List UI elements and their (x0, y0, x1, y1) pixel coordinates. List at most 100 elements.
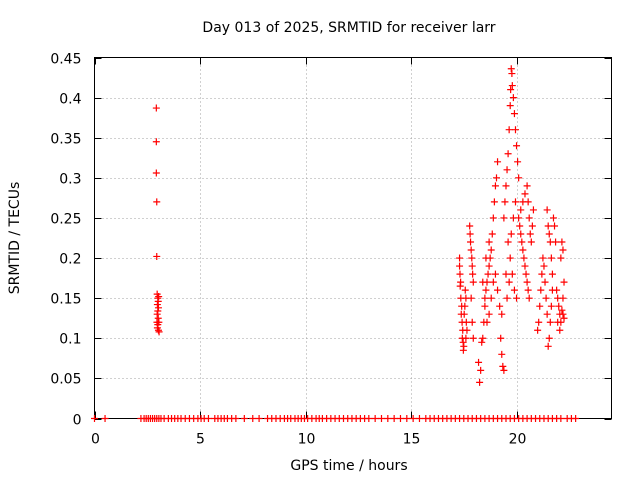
data-point (491, 270, 499, 278)
data-point (524, 198, 532, 206)
data-point (558, 238, 566, 246)
data-point (558, 306, 566, 314)
data-point (538, 270, 546, 278)
data-point (479, 334, 487, 342)
data-point (469, 278, 477, 286)
data-point (500, 214, 508, 222)
data-point (547, 302, 555, 310)
y-tick-label: 0.45 (50, 52, 81, 68)
data-point (482, 254, 490, 262)
data-point (510, 110, 518, 118)
data-point (485, 262, 493, 270)
data-point (403, 415, 411, 422)
data-point (527, 238, 535, 246)
data-point (518, 238, 526, 246)
data-point (153, 252, 161, 260)
data-point (482, 286, 490, 294)
data-point (101, 415, 109, 422)
data-point (556, 326, 564, 334)
data-point (526, 230, 534, 238)
data-point (154, 304, 162, 312)
data-point (485, 238, 493, 246)
data-point (529, 206, 537, 214)
data-point (540, 262, 548, 270)
data-point (468, 262, 476, 270)
data-point (525, 294, 533, 302)
data-point (255, 415, 263, 422)
data-point (501, 198, 509, 206)
data-point (463, 326, 471, 334)
data-point (496, 302, 504, 310)
data-point (498, 350, 506, 358)
data-point (232, 415, 240, 422)
data-point (545, 334, 553, 342)
data-point (456, 254, 464, 262)
data-point (488, 230, 496, 238)
data-point (555, 302, 563, 310)
data-point (521, 262, 529, 270)
data-point (515, 174, 523, 182)
y-tick-label: 0.05 (50, 372, 81, 388)
data-point (152, 104, 160, 112)
data-point (461, 286, 469, 294)
data-point (543, 310, 551, 318)
data-point (546, 318, 554, 326)
data-points (91, 65, 580, 422)
data-point (481, 302, 489, 310)
y-tick-label: 0.3 (59, 172, 81, 188)
data-point (514, 158, 522, 166)
data-point (541, 278, 549, 286)
data-point (240, 415, 248, 422)
data-point (544, 222, 552, 230)
data-point (409, 415, 417, 422)
data-point (490, 198, 498, 206)
data-point (511, 126, 519, 134)
data-point (498, 310, 506, 318)
data-point (152, 169, 160, 177)
data-point (204, 415, 212, 422)
y-tick-label: 0 (73, 413, 82, 429)
data-point (506, 102, 514, 110)
data-point (396, 415, 404, 422)
data-point (507, 65, 515, 73)
data-point (459, 346, 467, 354)
data-point (539, 254, 547, 262)
data-point (519, 246, 527, 254)
data-point (155, 293, 163, 301)
data-point (557, 415, 565, 422)
axis-ticks: 0 0.05 0.1 0.15 0.2 0.25 0.3 0.35 0.4 0.45 0 5 10 15 2… (50, 52, 612, 448)
data-point (507, 230, 515, 238)
data-point (523, 278, 531, 286)
data-point (371, 415, 379, 422)
data-point (505, 278, 513, 286)
data-point (483, 318, 491, 326)
data-point (560, 314, 568, 322)
data-point (560, 278, 568, 286)
x-tick-label: 20 (509, 432, 527, 448)
data-point (491, 182, 499, 190)
y-tick-label: 0.1 (59, 332, 81, 348)
data-point (511, 198, 519, 206)
data-point (554, 318, 562, 326)
data-point (489, 278, 497, 286)
data-point (534, 326, 542, 334)
data-point (466, 230, 474, 238)
data-point (415, 415, 423, 422)
data-point (462, 334, 470, 342)
data-point (494, 286, 502, 294)
data-point (489, 214, 497, 222)
data-point (155, 328, 163, 336)
data-point (384, 415, 392, 422)
data-point (460, 310, 468, 318)
data-point (390, 415, 398, 422)
data-point (492, 174, 500, 182)
x-tick-label: 15 (403, 432, 421, 448)
data-point (477, 366, 485, 374)
y-axis-label: SRMTID / TECUs (7, 182, 23, 295)
data-point (572, 415, 580, 422)
data-point (456, 270, 464, 278)
data-point (528, 222, 536, 230)
data-point (249, 415, 257, 422)
data-point (517, 230, 525, 238)
